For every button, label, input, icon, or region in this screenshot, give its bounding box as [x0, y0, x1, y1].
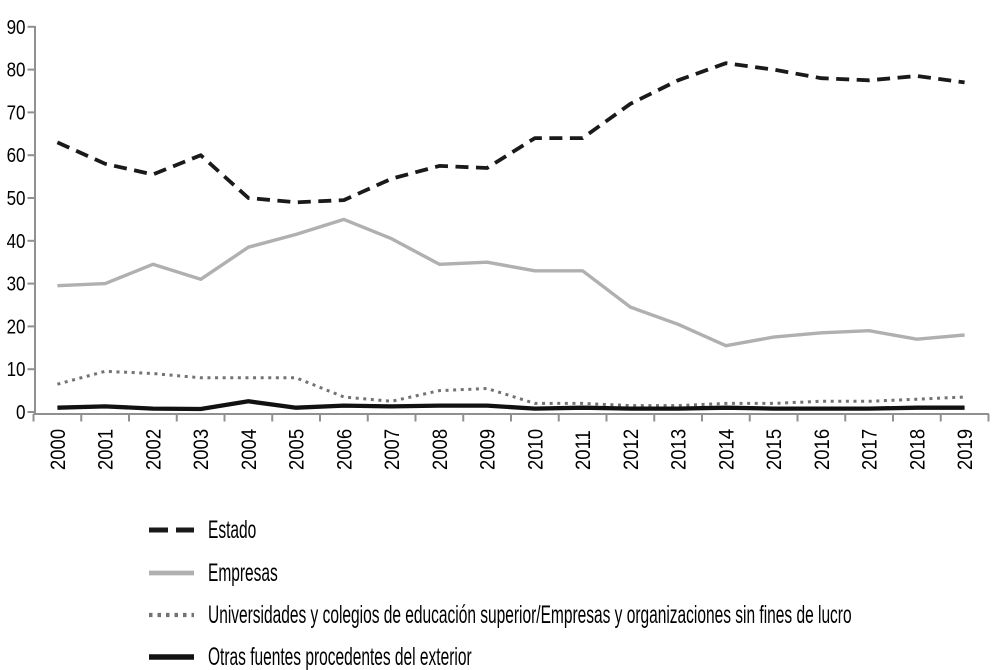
series-line-0	[56, 61, 965, 205]
x-tick-label: 2008	[429, 429, 452, 470]
y-tick-label: 10	[7, 359, 26, 381]
y-tick-label: 60	[7, 145, 26, 167]
x-tick-label: 2019	[954, 429, 977, 470]
x-tick-label: 2007	[381, 429, 404, 470]
x-tick-label: 2002	[142, 429, 165, 470]
axes: 0 10 20 30 40 50 60 70 80 90 2000 2001 2002 2003 2004 2…	[7, 17, 990, 470]
x-tick-label: 2013	[668, 429, 691, 470]
y-tick-label: 50	[7, 188, 26, 210]
legend-label-empresas: Empresas	[208, 559, 278, 587]
y-tick-label: 70	[7, 102, 26, 124]
x-tick-label: 2015	[763, 429, 786, 470]
y-tick-label: 80	[7, 60, 26, 82]
y-tick-label: 0	[16, 402, 26, 424]
x-tick-label: 2003	[190, 429, 213, 470]
legend-label-estado: Estado	[208, 516, 256, 544]
series-line-3	[57, 399, 965, 412]
series-line-1	[57, 217, 965, 348]
x-tick-label: 2001	[95, 429, 118, 470]
x-tick-label: 2011	[572, 430, 595, 470]
chart-legend: Estado Empresas Universidades y colegios…	[149, 516, 852, 670]
series-lines	[56, 61, 965, 412]
x-tick-label: 2004	[238, 429, 261, 470]
x-tick-label: 2010	[524, 429, 547, 470]
x-tick-label: 2017	[859, 429, 882, 470]
y-tick-label: 90	[7, 17, 26, 39]
series-line-2	[57, 369, 965, 408]
x-tick-label: 2014	[715, 429, 738, 470]
x-tick-label: 2012	[620, 429, 643, 470]
x-tick-label: 2000	[47, 429, 70, 470]
x-tick-label: 2006	[333, 429, 356, 470]
legend-label-universidades: Universidades y colegios de educación su…	[208, 601, 852, 629]
y-tick-label: 20	[7, 316, 26, 338]
x-tick-label: 2018	[906, 429, 929, 470]
y-tick-label: 30	[7, 274, 26, 296]
y-tick-label: 40	[7, 231, 26, 253]
legend-label-otras-fuentes: Otras fuentes procedentes del exterior	[208, 643, 472, 670]
x-tick-label: 2009	[477, 429, 500, 470]
x-tick-label: 2005	[286, 429, 309, 470]
x-tick-label: 2016	[811, 429, 834, 470]
